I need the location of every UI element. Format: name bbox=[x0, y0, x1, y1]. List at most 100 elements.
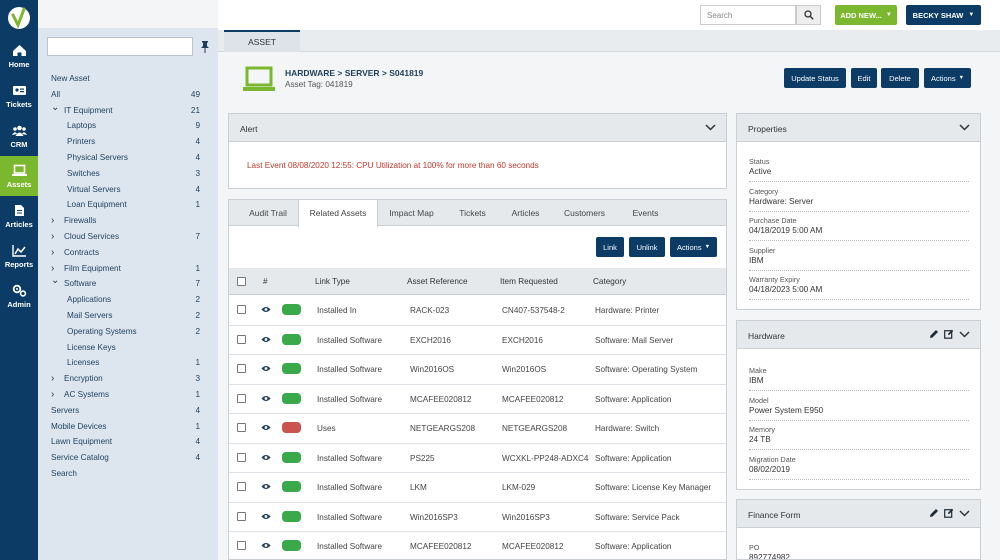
tab-customers[interactable]: Customers bbox=[563, 208, 606, 218]
tree-item[interactable]: Lawn Equipment 4 bbox=[38, 434, 218, 450]
tab-tickets[interactable]: Tickets bbox=[459, 208, 486, 218]
table-row[interactable]: Installed Software PS225 WCXKL-PP248-ADXC4… bbox=[229, 443, 726, 473]
nav-item-crm[interactable]: CRM bbox=[0, 116, 38, 156]
table-row[interactable]: Installed Software EXCH2016 EXCH2016 Softwa… bbox=[229, 325, 726, 355]
cell-asset-reference[interactable]: NETGEARGS208 bbox=[410, 424, 476, 433]
tree-item[interactable]: Search bbox=[38, 466, 218, 482]
col-category[interactable]: Category bbox=[593, 277, 627, 286]
tree-item[interactable]: Mail Servers 2 bbox=[38, 308, 218, 324]
tree-item[interactable]: › Firewalls bbox=[38, 213, 218, 229]
col-link-type[interactable]: Link Type bbox=[315, 277, 350, 286]
tree-item[interactable]: ⌄ IT Equipment 21 bbox=[38, 101, 218, 119]
cell-asset-reference[interactable]: PS225 bbox=[410, 453, 435, 463]
eye-icon[interactable] bbox=[261, 454, 271, 461]
tree-item[interactable]: Physical Servers 4 bbox=[38, 150, 218, 166]
caret-right-icon[interactable]: › bbox=[51, 246, 55, 258]
update-status-button[interactable]: Update Status bbox=[784, 68, 846, 88]
cell-asset-reference[interactable]: EXCH2016 bbox=[410, 335, 451, 345]
caret-right-icon[interactable]: › bbox=[51, 215, 55, 227]
nav-item-admin[interactable]: Admin bbox=[0, 276, 38, 316]
chevron-down-icon[interactable] bbox=[959, 329, 970, 339]
col-asset-reference[interactable]: Asset Reference bbox=[407, 277, 468, 286]
tab-events[interactable]: Events bbox=[632, 208, 659, 218]
tree-item[interactable]: › Film Equipment 1 bbox=[38, 261, 218, 277]
row-checkbox[interactable] bbox=[237, 511, 246, 521]
tree-item[interactable]: › AC Systems 1 bbox=[38, 387, 218, 403]
tree-item[interactable]: ⌄ Software 7 bbox=[38, 275, 218, 292]
actions-button[interactable]: Actions ▼ bbox=[924, 68, 971, 88]
tree-item[interactable]: Operating Systems 2 bbox=[38, 324, 218, 340]
eye-icon[interactable] bbox=[261, 542, 271, 549]
tree-item[interactable]: › Cloud Services 7 bbox=[38, 229, 218, 245]
search-input[interactable]: Search bbox=[700, 5, 796, 25]
tree-item[interactable]: All 49 bbox=[38, 87, 218, 103]
eye-icon[interactable] bbox=[261, 513, 271, 520]
eye-icon[interactable] bbox=[261, 395, 271, 402]
caret-right-icon[interactable]: › bbox=[51, 230, 55, 242]
table-row[interactable]: Uses NETGEARGS208 NETGEARGS208 Hardware: Sw… bbox=[229, 414, 726, 444]
row-checkbox[interactable] bbox=[237, 364, 246, 373]
tab-articles[interactable]: Articles bbox=[511, 208, 540, 218]
edit-form-icon[interactable] bbox=[944, 508, 954, 518]
tree-item[interactable]: License Keys bbox=[38, 340, 218, 356]
tree-item[interactable]: Virtual Servers 4 bbox=[38, 182, 218, 198]
tree-item[interactable]: Licenses 1 bbox=[38, 355, 218, 371]
table-row[interactable]: Installed In RACK-023 CN407-537548-2 Hardwa… bbox=[229, 296, 726, 326]
eye-icon[interactable] bbox=[261, 483, 271, 490]
row-checkbox[interactable] bbox=[237, 541, 246, 550]
nav-item-reports[interactable]: Reports bbox=[0, 236, 38, 276]
tree-item[interactable]: Mobile Devices 1 bbox=[38, 419, 218, 435]
nav-item-tickets[interactable]: Tickets bbox=[0, 76, 38, 116]
caret-down-icon[interactable]: ⌄ bbox=[51, 275, 60, 287]
search-button[interactable] bbox=[796, 5, 821, 25]
row-checkbox[interactable] bbox=[237, 393, 246, 403]
user-menu-button[interactable]: BECKY SHAW ▼ bbox=[906, 5, 981, 25]
link-button[interactable]: Link bbox=[596, 237, 624, 257]
tree-item[interactable]: Applications 2 bbox=[38, 292, 218, 308]
chevron-down-icon[interactable] bbox=[959, 508, 970, 518]
tree-item[interactable]: Service Catalog 4 bbox=[38, 450, 218, 466]
col-item-requested[interactable]: Item Requested bbox=[500, 277, 558, 286]
table-row[interactable]: Installed Software MCAFEE020812 MCAFEE0208… bbox=[229, 532, 726, 559]
select-all-checkbox[interactable] bbox=[237, 277, 246, 286]
tab-impact-map[interactable]: Impact Map bbox=[389, 208, 434, 218]
nav-item-articles[interactable]: Articles bbox=[0, 196, 38, 236]
delete-button[interactable]: Delete bbox=[881, 68, 919, 88]
cell-asset-reference[interactable]: MCAFEE020812 bbox=[410, 542, 472, 551]
tab-related-assets[interactable]: Related Assets bbox=[298, 200, 378, 227]
nav-item-assets[interactable]: Assets bbox=[0, 156, 38, 196]
table-row[interactable]: Installed Software Win2016SP3 Win2016SP3 So… bbox=[229, 502, 726, 532]
table-row[interactable]: Installed Software Win2016OS Win2016OS Soft… bbox=[229, 355, 726, 385]
tree-item[interactable]: › Encryption 3 bbox=[38, 371, 218, 387]
tree-search-input[interactable] bbox=[47, 37, 193, 56]
pencil-icon[interactable] bbox=[929, 329, 939, 339]
caret-right-icon[interactable]: › bbox=[51, 388, 55, 400]
tree-item[interactable]: Loan Equipment 1 bbox=[38, 197, 218, 213]
table-row[interactable]: Installed Software MCAFEE020812 MCAFEE0208… bbox=[229, 384, 726, 414]
related-actions-button[interactable]: Actions ▼ bbox=[670, 237, 717, 257]
tree-item[interactable]: Printers 4 bbox=[38, 134, 218, 150]
edit-button[interactable]: Edit bbox=[851, 68, 877, 88]
cell-asset-reference[interactable]: Win2016SP3 bbox=[410, 512, 458, 522]
tree-item[interactable]: Laptops 9 bbox=[38, 118, 218, 134]
eye-icon[interactable] bbox=[261, 424, 271, 431]
finance-form-header[interactable]: Finance Form bbox=[737, 500, 980, 528]
tree-item[interactable]: › Contracts bbox=[38, 245, 218, 261]
eye-icon[interactable] bbox=[261, 306, 271, 313]
cell-asset-reference[interactable]: Win2016OS bbox=[410, 365, 455, 374]
tree-item[interactable]: Switches 3 bbox=[38, 166, 218, 182]
eye-icon[interactable] bbox=[261, 336, 271, 343]
row-checkbox[interactable] bbox=[237, 482, 246, 491]
logo[interactable] bbox=[0, 0, 38, 36]
alert-panel-header[interactable]: Alert bbox=[229, 114, 726, 142]
row-checkbox[interactable] bbox=[237, 452, 246, 462]
cell-asset-reference[interactable]: MCAFEE020812 bbox=[410, 394, 472, 404]
row-checkbox[interactable] bbox=[237, 423, 246, 432]
eye-icon[interactable] bbox=[261, 365, 271, 372]
pin-icon[interactable] bbox=[199, 40, 211, 53]
row-checkbox[interactable] bbox=[237, 305, 246, 314]
caret-down-icon[interactable]: ⌄ bbox=[51, 101, 60, 113]
tab-asset[interactable]: ASSET bbox=[224, 30, 300, 52]
tree-item[interactable]: Servers 4 bbox=[38, 403, 218, 419]
nav-item-home[interactable]: Home bbox=[0, 36, 38, 76]
